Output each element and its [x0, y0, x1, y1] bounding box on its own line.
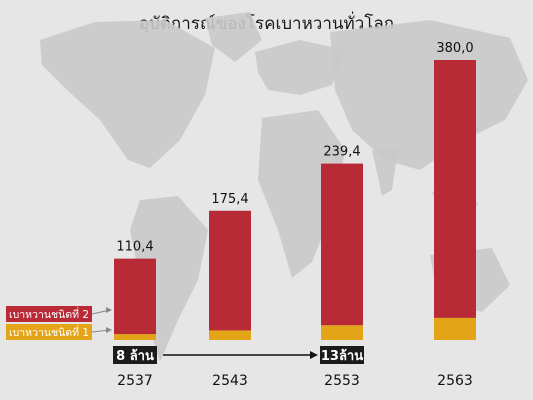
annotation-2553-box — [320, 346, 364, 364]
bar-type2-2537 — [114, 258, 156, 335]
bar-type1-2563 — [434, 317, 476, 340]
legend-pointer-head — [106, 307, 112, 313]
x-tick-2563: 2563 — [437, 373, 473, 389]
annotation-2537-box — [113, 346, 157, 364]
bar-type1-2537 — [114, 334, 156, 340]
legend-label-type1: เบาหวานชนิดที่ 1 — [9, 325, 89, 339]
legend-swatch-type1 — [6, 324, 92, 340]
annotations: 8 ล้าน 13ล้าน — [113, 346, 364, 364]
total-label-2563: 380,0 — [436, 41, 473, 56]
x-tick-2543: 2543 — [212, 373, 248, 389]
growth-arrow-head — [310, 351, 318, 359]
chart-title: อุบัติการณ์ของโรคเบาหวานทั่วโลก — [138, 14, 395, 34]
x-tick-2553: 2553 — [324, 373, 360, 389]
legend-label-type2: เบาหวานชนิดที่ 2 — [9, 307, 89, 321]
bar-type1-2543 — [209, 330, 251, 340]
total-label-2553: 239,4 — [323, 145, 360, 160]
bars: 110,4 2537 175,4 2543 239,4 2553 380,0 2563 — [114, 41, 476, 389]
bar-type2-2553 — [321, 163, 363, 326]
legend-swatch-type2 — [6, 306, 92, 322]
legend-pointer-head — [106, 327, 112, 333]
bar-type2-2543 — [209, 210, 251, 331]
total-label-2543: 175,4 — [211, 192, 248, 207]
total-label-2537: 110,4 — [116, 240, 153, 255]
annotation-2553-label: 13ล้าน — [321, 348, 363, 364]
x-tick-2537: 2537 — [117, 373, 153, 389]
bar-type1-2553 — [321, 325, 363, 340]
annotation-2537-label: 8 ล้าน — [116, 348, 154, 364]
bar-type2-2563 — [434, 60, 476, 318]
legend: เบาหวานชนิดที่ 2 เบาหวานชนิดที่ 1 — [6, 306, 112, 340]
